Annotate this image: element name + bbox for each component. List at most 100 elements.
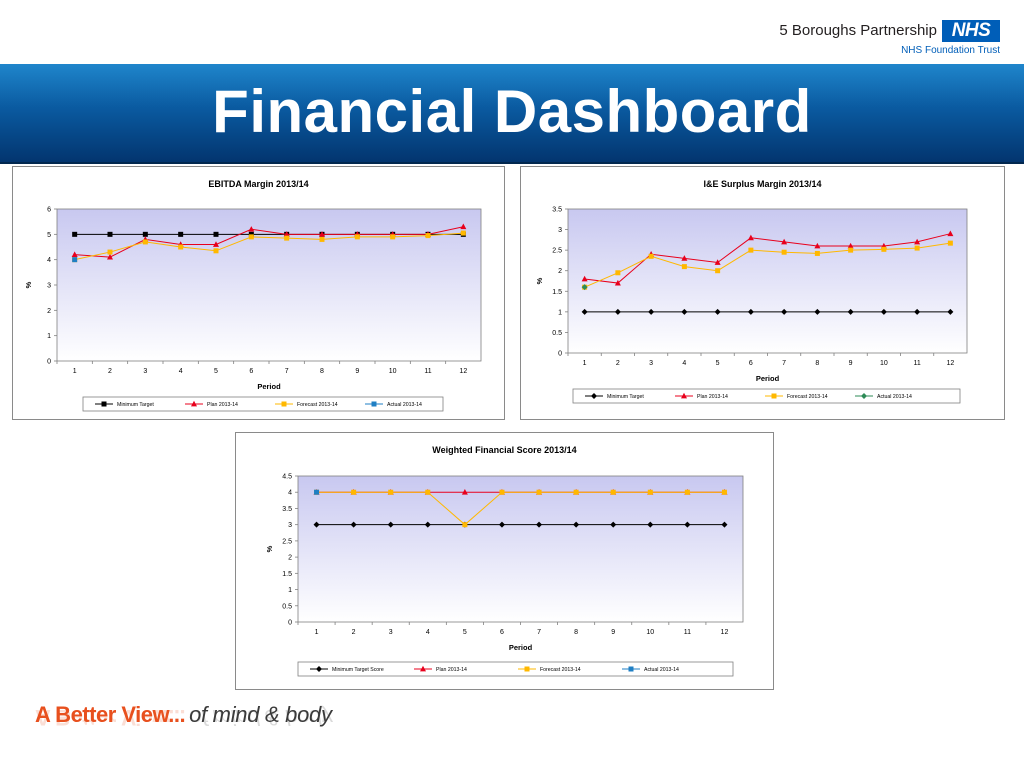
- data-point: [284, 235, 290, 241]
- legend-marker: [628, 666, 634, 672]
- y-tick-label: 0: [558, 351, 562, 358]
- y-tick-label: 4: [47, 257, 51, 264]
- data-point: [461, 489, 468, 495]
- x-tick-label: 3: [649, 360, 653, 367]
- legend-label: Actual 2013-14: [877, 394, 912, 400]
- x-tick-label: 6: [749, 360, 753, 367]
- legend-entry: Minimum Target: [95, 401, 154, 408]
- y-tick-label: 3.5: [552, 207, 562, 214]
- data-point: [610, 489, 616, 495]
- y-axis-label: %: [535, 277, 544, 284]
- data-point: [947, 308, 954, 315]
- legend-label: Minimum Target: [117, 402, 154, 408]
- chart-title: I&E Surplus Margin 2013/14: [703, 179, 821, 189]
- data-point: [914, 308, 921, 315]
- legend-label: Plan 2013-14: [436, 667, 467, 673]
- y-tick-label: 1: [288, 587, 292, 594]
- title-banner: Financial Dashboard: [0, 64, 1024, 164]
- x-tick-label: 12: [946, 360, 954, 367]
- legend-marker: [681, 392, 687, 399]
- legend-marker: [191, 400, 197, 407]
- x-axis-label: Period: [756, 374, 780, 383]
- data-point: [684, 521, 691, 528]
- data-point: [536, 489, 542, 495]
- x-tick-label: 3: [389, 629, 393, 636]
- weighted-score-chart-panel: Weighted Financial Score 2013/14 0 0.5 1 1.5…: [235, 432, 774, 690]
- data-point: [460, 223, 467, 230]
- x-tick-label: 4: [179, 368, 183, 375]
- x-tick-label: 9: [849, 360, 853, 367]
- data-point: [387, 521, 394, 528]
- series-3: [581, 284, 588, 291]
- data-point: [72, 231, 78, 237]
- x-tick-label: 12: [459, 368, 467, 375]
- data-point: [107, 253, 113, 260]
- data-point: [350, 521, 357, 528]
- x-tick-label: 9: [611, 629, 615, 636]
- y-axis-label: %: [265, 545, 274, 552]
- legend-label: Minimum Target: [607, 394, 644, 400]
- series-0: [581, 308, 954, 315]
- data-point: [581, 284, 588, 291]
- legend-label: Actual 2013-14: [387, 402, 422, 408]
- y-tick-label: 2.5: [282, 538, 292, 545]
- x-tick-label: 4: [682, 360, 686, 367]
- data-point: [536, 521, 543, 528]
- plot-area: [567, 208, 968, 354]
- data-point: [781, 249, 787, 255]
- data-point: [714, 308, 721, 315]
- data-point: [573, 489, 579, 495]
- data-point: [314, 489, 320, 495]
- legend: [297, 661, 734, 677]
- y-tick-label: 4.5: [282, 474, 292, 481]
- legend-entry: Actual 2013-14: [622, 666, 679, 673]
- data-point: [248, 234, 254, 240]
- series-3: [72, 257, 78, 263]
- legend-marker: [420, 665, 426, 672]
- data-point: [248, 226, 255, 232]
- series-line: [584, 242, 951, 288]
- org-subtitle: NHS Foundation Trust: [901, 45, 1000, 56]
- page-title: Financial Dashboard: [212, 78, 812, 145]
- chart-title: EBITDA Margin 2013/14: [208, 179, 308, 189]
- y-tick-label: 2.5: [552, 248, 562, 255]
- legend-entry: Actual 2013-14: [855, 393, 912, 400]
- data-point: [881, 246, 887, 252]
- x-tick-label: 8: [320, 368, 324, 375]
- data-point: [213, 241, 219, 247]
- data-point: [648, 308, 655, 315]
- x-tick-label: 3: [143, 368, 147, 375]
- x-tick-label: 1: [315, 629, 319, 636]
- data-point: [213, 231, 219, 237]
- y-tick-label: 3: [288, 522, 292, 529]
- legend-label: Minimum Target Score: [332, 667, 384, 673]
- data-point: [847, 242, 854, 249]
- x-tick-label: 11: [684, 629, 691, 636]
- slogan-sub: of mind & body: [189, 702, 332, 727]
- legend-label: Forecast 2013-14: [297, 402, 338, 408]
- data-point: [647, 521, 654, 528]
- ie-surplus-chart-panel: I&E Surplus Margin 2013/14 0 0.5 1 1.5 2 2.5 3 3…: [520, 166, 1005, 420]
- y-tick-label: 1.5: [282, 571, 292, 578]
- data-point: [847, 308, 854, 315]
- data-point: [313, 521, 320, 528]
- series-line: [74, 226, 464, 258]
- data-point: [947, 240, 953, 246]
- series-0: [313, 521, 728, 528]
- data-point: [781, 308, 788, 315]
- legend-entry: Actual 2013-14: [365, 401, 422, 408]
- data-point: [72, 257, 78, 263]
- slogan-reflection: A Better View... of mind & body: [35, 704, 332, 730]
- ie-surplus-chart: I&E Surplus Margin 2013/14 0 0.5 1 1.5 2 2.5 3 3…: [535, 179, 968, 404]
- data-point: [747, 234, 754, 241]
- org-name: 5 Boroughs Partnership: [779, 22, 937, 39]
- data-point: [610, 521, 617, 528]
- data-point: [648, 253, 654, 259]
- y-tick-label: 4: [288, 490, 292, 497]
- y-tick-label: 5: [47, 232, 51, 239]
- x-tick-label: 5: [214, 368, 218, 375]
- data-point: [748, 247, 754, 253]
- x-tick-label: 7: [285, 368, 289, 375]
- legend-entry: Minimum Target: [585, 393, 644, 400]
- x-tick-label: 11: [424, 368, 431, 375]
